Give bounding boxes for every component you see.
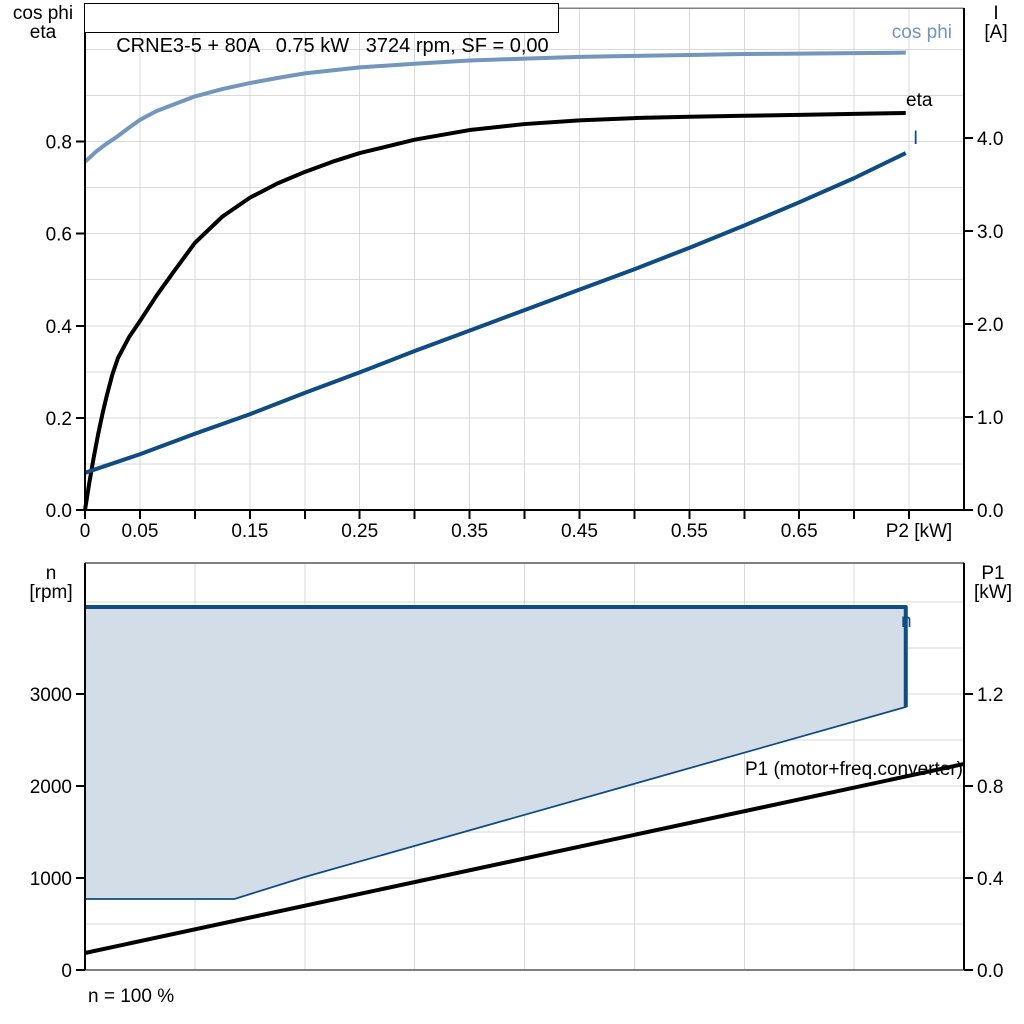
svg-text:0.35: 0.35 [451,521,488,542]
top-left-axis-title: cos phi eta [6,4,80,42]
bottom-left-axis-title: n [rpm] [22,564,80,602]
eta-curve-label: eta [906,90,933,111]
svg-text:0.8: 0.8 [977,777,1003,798]
top-left-axis-title-line2: eta [29,22,57,43]
pump-title-box: CRNE3-5 + 80A 0.75 kW 3724 rpm, SF = 0,0… [84,3,559,57]
svg-text:0.55: 0.55 [671,521,708,542]
svg-text:4.0: 4.0 [977,129,1003,150]
top-right-axis-title: I [A] [972,4,1020,42]
top-right-axis-title-line1: I [993,3,999,24]
p1-curve-label: P1 (motor+freq.converter) [744,759,963,780]
svg-text:0.45: 0.45 [561,521,598,542]
bottom-right-axis-title-line2: [kW] [974,582,1012,603]
speed-footnote: n = 100 % [88,986,175,1007]
svg-text:P2 [kW]: P2 [kW] [886,521,953,542]
svg-text:0.0: 0.0 [977,961,1003,982]
svg-text:0.8: 0.8 [46,133,72,154]
top-left-axis-title-line1: cos phi [12,3,74,24]
svg-text:1.0: 1.0 [977,408,1003,429]
svg-text:2000: 2000 [30,777,72,798]
svg-text:0.4: 0.4 [977,869,1004,890]
svg-text:0.0: 0.0 [977,501,1003,522]
svg-text:0: 0 [61,961,72,982]
svg-text:3000: 3000 [30,685,72,706]
svg-text:0: 0 [80,521,91,542]
svg-text:0.15: 0.15 [231,521,268,542]
svg-text:2.0: 2.0 [977,315,1003,336]
current-curve-label: I [913,128,919,149]
svg-text:0.2: 0.2 [46,409,72,430]
cos-phi-curve-label: cos phi [891,22,952,43]
svg-text:0.65: 0.65 [781,521,818,542]
svg-text:1000: 1000 [30,869,72,890]
bottom-right-axis-title: P1 [kW] [966,564,1020,602]
svg-text:0.25: 0.25 [341,521,378,542]
svg-text:1.2: 1.2 [977,685,1003,706]
svg-text:0.05: 0.05 [121,521,158,542]
svg-text:0.4: 0.4 [46,317,73,338]
svg-text:3.0: 3.0 [977,222,1003,243]
pump-title-text: CRNE3-5 + 80A 0.75 kW 3724 rpm, SF = 0,0… [116,35,549,57]
bottom-right-axis-title-line1: P1 [981,563,1005,584]
bottom-left-axis-title-line1: n [45,563,57,584]
bottom-left-axis-title-line2: [rpm] [29,582,73,603]
svg-text:0.6: 0.6 [46,225,72,246]
top-right-axis-title-line2: [A] [984,22,1008,43]
svg-text:0.0: 0.0 [46,501,72,522]
speed-curve-label: n [901,611,912,632]
